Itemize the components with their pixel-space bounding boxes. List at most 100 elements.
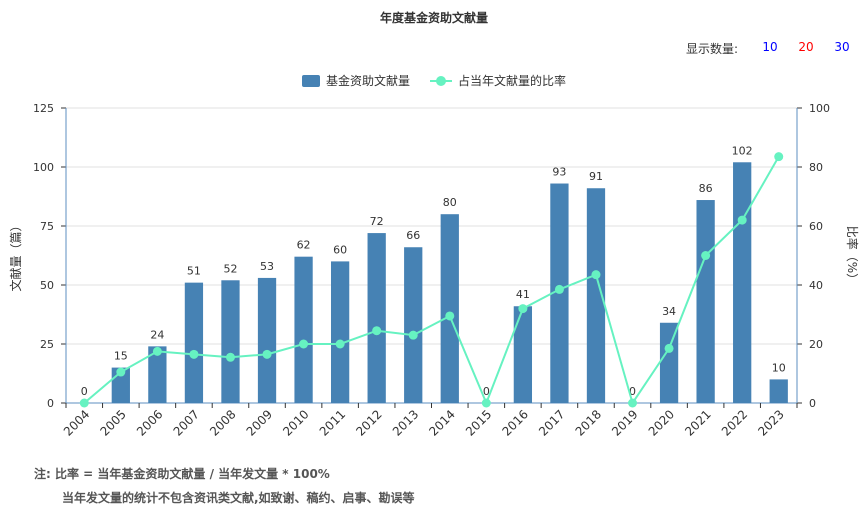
legend-bar-label: 基金资助文献量 [325,74,410,88]
y-tick-label: 25 [40,338,54,351]
y2-tick-label: 100 [809,102,830,115]
bar-data-label: 52 [223,262,237,275]
x-tick-label: 2011 [317,407,348,438]
x-tick-label: 2013 [390,407,421,438]
bar-data-label: 34 [662,305,676,318]
display-count-label: 显示数量: [685,42,738,56]
ratio-point [299,339,309,349]
x-tick-label: 2020 [646,407,677,438]
legend-item-line-series[interactable]: 占当年文献量的比率 [430,72,566,89]
bar [294,256,313,403]
display-count-option-30[interactable]: 30 [834,40,850,54]
y-axis-title: 文献量（篇） [8,219,23,291]
bar-data-label: 62 [297,239,311,252]
x-tick-label: 2010 [280,407,311,438]
ratio-point [518,304,528,314]
bar [148,346,167,403]
legend-line-swatch [430,75,452,87]
bar-data-label: 66 [406,229,420,242]
y2-tick-label: 40 [809,279,823,292]
bar [367,233,386,403]
bar-data-label: 60 [333,243,347,256]
ratio-point [628,398,638,408]
bar-data-label: 86 [699,182,713,195]
x-tick-label: 2021 [682,407,713,438]
x-tick-label: 2023 [755,407,786,438]
bar [404,247,423,403]
bar [769,379,788,403]
chart-title: 年度基金资助文献量 [379,11,488,25]
x-tick-label: 2019 [609,407,640,438]
x-tick-label: 2022 [719,407,750,438]
display-count-option-10[interactable]: 10 [762,40,778,54]
y2-axis-title: 比率（%） [845,226,860,285]
bar-data-label: 93 [552,166,566,179]
bar [440,214,459,403]
bar-data-label: 41 [516,288,530,301]
ratio-point [79,398,89,408]
bar-data-label: 53 [260,260,274,273]
x-tick-label: 2016 [499,407,530,438]
y2-tick-label: 60 [809,220,823,233]
x-tick-label: 2004 [61,407,92,438]
bar-data-label: 102 [732,144,753,157]
legend-bar-swatch [301,74,320,87]
bar [586,188,606,403]
bar [696,200,715,403]
y-tick-label: 100 [33,161,54,174]
y-tick-label: 75 [40,220,54,233]
bar-data-label: 0 [629,385,636,398]
legend-item-bar-series[interactable]: 基金资助文献量 [301,72,410,89]
bar-data-label: 0 [483,385,490,398]
bar-data-label: 80 [443,196,457,209]
ratio-point [554,284,564,294]
y-tick-label: 50 [40,279,54,292]
legend-line-label: 占当年文献量的比率 [458,74,567,88]
ratio-point [116,367,126,377]
bar [184,282,204,403]
display-count-selector: 显示数量: 10 20 30 [686,40,860,57]
ratio-line [83,156,780,406]
ratio-point [408,330,418,340]
x-tick-label: 2007 [171,407,202,438]
x-tick-label: 2006 [134,407,165,438]
bar-data-label: 0 [81,385,88,398]
y2-tick-label: 0 [809,397,816,410]
ratio-point [372,326,382,336]
ratio-point [152,346,162,356]
y2-tick-label: 20 [809,338,823,351]
ratio-point [664,343,674,353]
ratio-point [445,311,455,321]
bar-data-label: 24 [150,328,164,341]
bar [513,306,533,403]
ratio-point [225,352,235,362]
x-tick-label: 2005 [97,407,128,438]
x-tick-label: 2014 [426,407,457,438]
bar-data-label: 15 [114,350,128,363]
ratio-point [701,251,711,260]
bar [659,322,679,403]
bar-data-label: 91 [589,170,603,183]
ratio-point [774,152,784,162]
bar-data-label: 72 [370,215,384,228]
display-count-option-20[interactable]: 20 [798,40,814,54]
bar-data-label: 51 [187,265,201,278]
bar [257,277,277,403]
x-tick-label: 2008 [207,407,238,438]
ratio-point [335,339,345,349]
ratio-point [262,349,272,359]
x-tick-label: 2018 [573,407,604,438]
bar [330,261,350,403]
ratio-point [737,215,747,225]
bar [733,162,752,403]
y-tick-label: 125 [33,102,54,115]
y-tick-label: 0 [47,397,54,410]
footnote-exclusion: 当年发文量的统计不包含资讯类文献,如致谢、稿约、启事、勘误等 [62,491,415,505]
chart-legend: 基金资助文献量 占当年文献量的比率 [0,72,868,89]
x-tick-label: 2017 [536,407,567,438]
x-tick-label: 2009 [244,407,275,438]
bar [221,280,240,403]
x-tick-label: 2012 [353,407,384,438]
footnote-ratio-formula: 注: 比率 = 当年基金资助文献量 / 当年发文量 * 100% [34,467,330,481]
